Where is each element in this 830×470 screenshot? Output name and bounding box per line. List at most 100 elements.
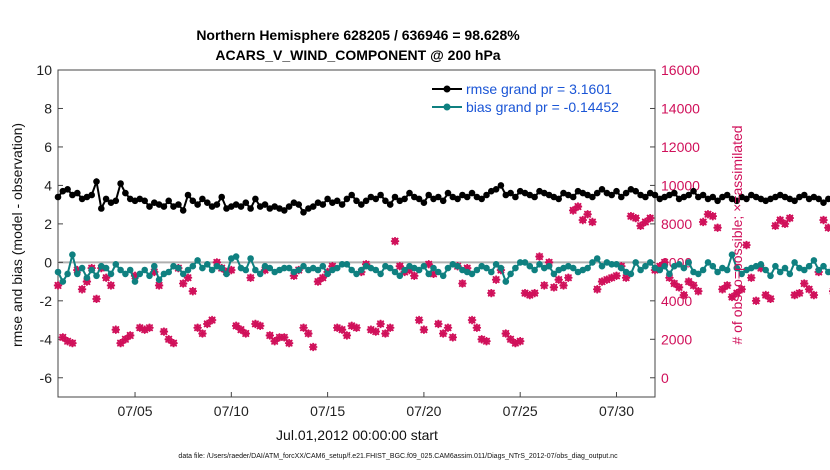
obs-possible-point (170, 339, 177, 347)
obs-assimilated-point (280, 333, 289, 342)
legend-bias-label: bias grand pr = -0.14452 (466, 99, 619, 115)
obs-assimilated-point (203, 319, 212, 329)
bias-point (738, 270, 745, 278)
obs-assimilated-point (164, 335, 173, 344)
rmse-point (252, 195, 259, 203)
obs-assimilated-point (621, 273, 631, 282)
bias-point (488, 268, 495, 276)
obs-possible-point (396, 262, 404, 270)
obs-possible-point (271, 337, 279, 345)
obs-possible-point (786, 214, 794, 222)
rmse-point (382, 197, 389, 205)
bias-point (642, 262, 649, 270)
y-tick-label: -4 (40, 331, 53, 347)
rmse-point (160, 203, 168, 210)
obs-possible-point (478, 335, 486, 343)
obs-possible-point (483, 337, 490, 345)
obs-assimilated-point (443, 323, 453, 332)
x-tick-label: 07/05 (118, 403, 153, 419)
obs-possible-point (314, 278, 322, 286)
rmse-point (194, 201, 201, 208)
obs-assimilated-point (289, 271, 299, 280)
obs-assimilated-point (227, 265, 236, 275)
obs-assimilated-point (665, 273, 674, 282)
obs-possible-point (584, 210, 592, 218)
obs-possible-point (386, 324, 394, 332)
obs-assimilated-point (790, 290, 799, 300)
obs-assimilated-point (612, 271, 621, 280)
obs-possible-point (536, 253, 543, 261)
rmse-point (64, 186, 71, 193)
obs-assimilated-point (347, 321, 356, 330)
bias-point (536, 261, 543, 268)
rmse-point (483, 191, 490, 199)
obs-assimilated-point (63, 337, 72, 346)
bias-point (252, 266, 259, 274)
rmse-point (333, 197, 341, 205)
obs-assimilated-point (511, 338, 520, 348)
rmse-point (425, 191, 433, 199)
rmse-point (420, 199, 428, 206)
bias-point (820, 262, 827, 270)
bias-point (781, 264, 789, 272)
obs-assimilated-point (246, 273, 255, 282)
rmse-point (319, 201, 327, 208)
bias-point (637, 266, 644, 274)
bias-point (767, 272, 774, 280)
obs-assimilated-point (737, 285, 746, 294)
obs-possible-point (247, 274, 255, 282)
rmse-point (98, 205, 105, 212)
obs-assimilated-point (660, 258, 669, 267)
obs-possible-point (107, 281, 115, 289)
bias-point (589, 259, 596, 266)
bias-point (256, 270, 264, 278)
obs-assimilated-point (646, 213, 655, 223)
obs-assimilated-point (241, 329, 250, 338)
obs-possible-point (795, 289, 803, 297)
obs-assimilated-point (544, 258, 554, 267)
bias-point (74, 270, 81, 278)
rmse-point (531, 193, 538, 201)
rmse-point (651, 191, 659, 199)
obs-possible-point (738, 285, 746, 293)
plot-area (57, 69, 656, 398)
obs-possible-point (141, 326, 149, 334)
obs-assimilated-point (53, 281, 63, 290)
rmse-point (801, 191, 808, 199)
obs-assimilated-point (501, 329, 510, 338)
obs-possible-point (184, 274, 192, 282)
obs-possible-point (805, 285, 813, 293)
obs-possible-point (319, 274, 327, 282)
y-right-tick-label: 2000 (661, 331, 692, 347)
obs-assimilated-point (554, 275, 563, 284)
rmse-point (242, 199, 250, 206)
obs-assimilated-point (270, 337, 279, 346)
bias-point (401, 266, 408, 274)
obs-possible-point (300, 324, 307, 332)
rmse-point (825, 195, 830, 203)
rmse-point (415, 195, 423, 203)
obs-assimilated-point (780, 219, 790, 229)
bias-point (396, 272, 404, 280)
obs-possible-point (593, 285, 601, 293)
obs-assimilated-point (179, 279, 188, 288)
obs-possible-point (280, 333, 288, 341)
bias-point (300, 262, 307, 270)
obs-possible-point (468, 316, 476, 324)
bias-point (444, 264, 452, 272)
rmse-point (184, 191, 192, 199)
obs-possible-point (439, 330, 447, 337)
bias-point (825, 268, 830, 276)
bias-point (666, 270, 673, 278)
obs-assimilated-point (713, 223, 722, 232)
rmse-point (218, 193, 225, 201)
bias-point (776, 268, 784, 276)
rmse-point (608, 191, 615, 199)
rmse-point (377, 191, 384, 199)
obs-possible-point (704, 210, 712, 218)
bias-point (569, 264, 577, 272)
obs-possible-point (377, 320, 385, 328)
obs-possible-point (353, 324, 360, 332)
obs-possible-point (117, 339, 125, 347)
